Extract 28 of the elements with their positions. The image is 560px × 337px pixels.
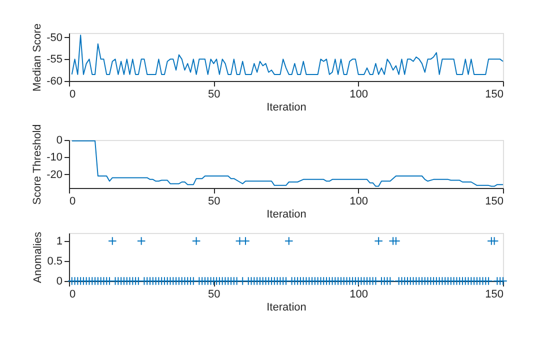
y-axis-title: Anomalies: [32, 231, 44, 284]
y-tick-label: 1: [56, 236, 62, 248]
y-axis-title: Score Threshold: [32, 124, 44, 205]
y-tick-label: -50: [46, 32, 62, 44]
x-tick-label: 0: [70, 196, 76, 208]
y-tick-label: -20: [46, 168, 62, 181]
x-tick-label: 100: [350, 288, 368, 300]
y-tick-label: -60: [46, 76, 62, 88]
x-tick-label: 50: [208, 288, 220, 300]
x-axis-title: Iteration: [266, 302, 306, 314]
x-tick-label: 50: [208, 196, 220, 208]
y-tick-label: 0.5: [47, 256, 62, 268]
x-tick-label: 50: [208, 88, 220, 100]
x-tick-label: 150: [485, 88, 504, 100]
x-tick-label: 100: [350, 196, 368, 208]
x-tick-label: 100: [350, 88, 368, 100]
y-tick-label: 0: [56, 134, 62, 146]
y-tick-label: 0: [56, 276, 62, 288]
y-tick-label: -55: [46, 54, 62, 66]
x-tick-label: 0: [70, 88, 76, 100]
x-tick-label: 150: [485, 288, 504, 300]
line-series: [71, 34, 504, 75]
y-tick-label: -10: [46, 152, 62, 164]
x-tick-label: 0: [70, 288, 76, 300]
y-axis-title: Median Score: [32, 24, 44, 92]
x-axis-title: Iteration: [266, 102, 306, 114]
x-tick-label: 150: [485, 196, 504, 208]
x-axis-title: Iteration: [266, 208, 306, 220]
